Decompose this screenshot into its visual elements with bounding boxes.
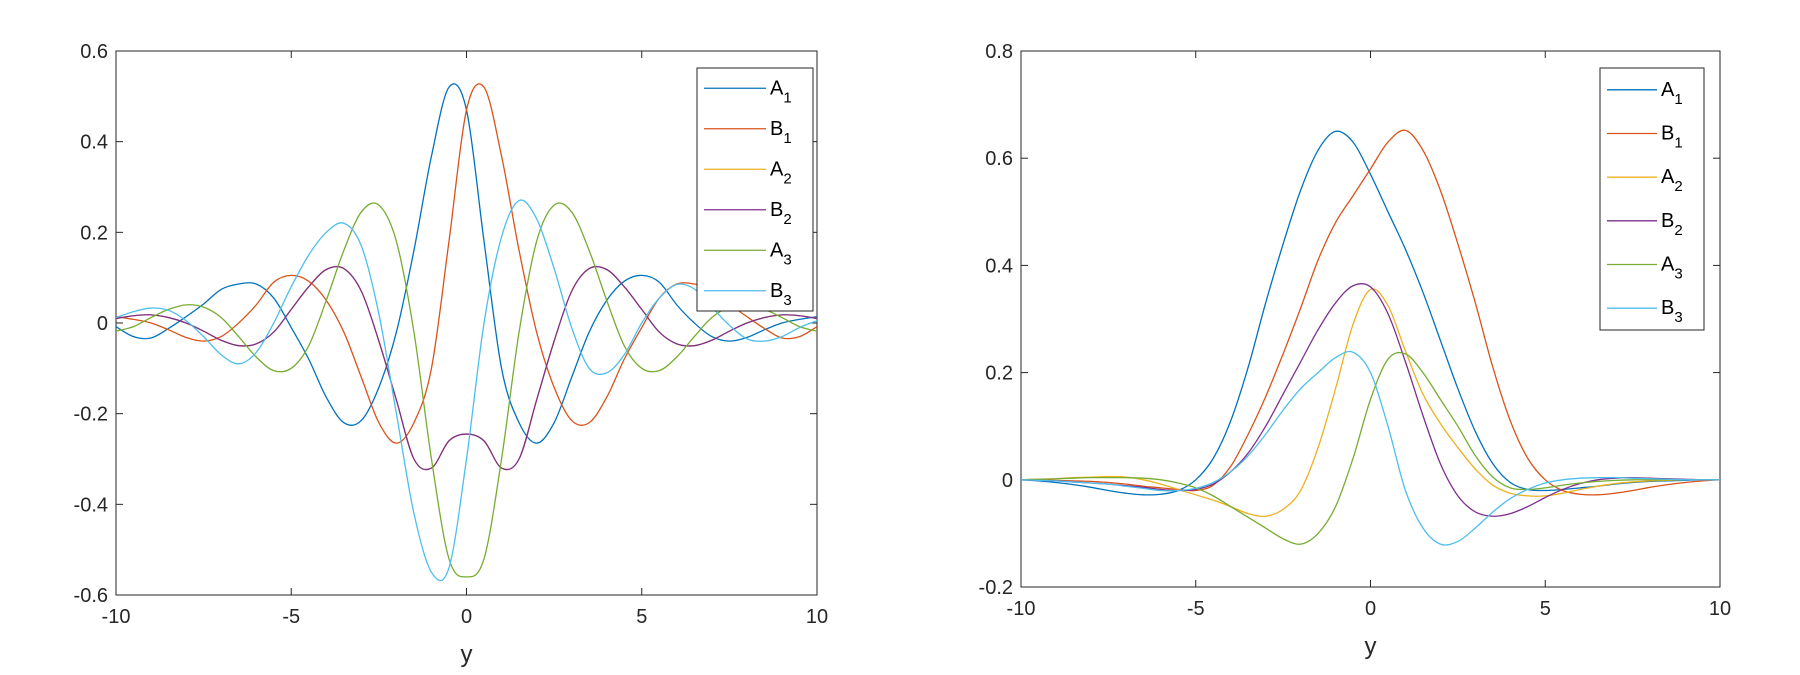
legend-entry-base: A <box>770 239 784 261</box>
legend-entry-base: B <box>770 118 783 140</box>
legend-entry-base: B <box>770 280 783 302</box>
legend-entry-subscript: 2 <box>783 170 791 187</box>
series-line-b1 <box>1021 129 1720 496</box>
series-line-b2 <box>116 265 817 471</box>
y-tick-label: 0.8 <box>985 41 1013 63</box>
y-tick-label: 0.2 <box>985 363 1013 385</box>
y-tick-label: 0.4 <box>80 132 108 154</box>
y-tick-label: -0.2 <box>979 577 1013 599</box>
legend-entry-subscript: 1 <box>783 130 791 147</box>
series-line-b3 <box>1021 350 1720 546</box>
x-tick-label: -10 <box>1007 598 1036 620</box>
x-axis-title: y <box>1365 633 1377 660</box>
legend-entry-subscript: 2 <box>1674 178 1682 195</box>
legend-entry-a1: A1 <box>1661 79 1683 108</box>
legend-box <box>696 67 814 312</box>
x-tick-label: 5 <box>1540 598 1551 620</box>
legend-entry-base: B <box>770 199 783 221</box>
x-tick-label: 10 <box>1709 598 1731 620</box>
series-line-a3 <box>1021 351 1720 545</box>
y-tick-label: 0.4 <box>985 255 1013 277</box>
legend-entry-subscript: 3 <box>1674 309 1682 326</box>
legend-entry-b2: B2 <box>1661 210 1683 239</box>
y-tick-label: 0.6 <box>985 148 1013 170</box>
y-tick-label: -0.2 <box>74 404 108 426</box>
legend-entry-subscript: 3 <box>1674 266 1682 283</box>
series-lines <box>116 83 817 582</box>
series-line-a2 <box>1021 288 1720 518</box>
legend-entry-a1: A1 <box>770 77 792 106</box>
series-line-a3 <box>116 202 817 578</box>
legend-entry-a2: A2 <box>770 158 792 187</box>
legend-entry-base: A <box>770 158 784 180</box>
legend-entry-b1: B1 <box>1661 123 1683 152</box>
x-tick-label: -10 <box>102 606 131 628</box>
series-line-b2 <box>1021 282 1720 517</box>
legend-entry-subscript: 1 <box>1674 91 1682 108</box>
y-tick-label: -0.6 <box>74 585 108 607</box>
legend-entry-base: A <box>770 77 784 99</box>
legend-entry-subscript: 3 <box>783 251 791 268</box>
legend-entry-base: B <box>1661 297 1674 319</box>
legend-entry-subscript: 1 <box>1674 135 1682 152</box>
legend-entry-a2: A2 <box>1661 166 1683 195</box>
y-tick-label: 0.6 <box>80 41 108 63</box>
x-tick-label: 5 <box>636 606 647 628</box>
legend-entry-subscript: 2 <box>1674 222 1682 239</box>
y-tick-label: 0 <box>1002 470 1013 492</box>
legend-entry-base: B <box>1661 123 1674 145</box>
legend-entry-a3: A3 <box>770 239 792 268</box>
legend-entry-base: A <box>1661 254 1675 276</box>
x-tick-label: -5 <box>1187 598 1205 620</box>
x-tick-label: 0 <box>1365 598 1376 620</box>
legend-entry-base: B <box>1661 210 1674 232</box>
legend-entry-base: A <box>1661 79 1675 101</box>
legend-entry-subscript: 1 <box>783 89 791 106</box>
y-tick-label: 0.2 <box>80 222 108 244</box>
series-line-b1 <box>116 83 817 444</box>
series-lines <box>1021 129 1720 546</box>
legend-entry-b1: B1 <box>770 118 792 147</box>
legend-entry-b2: B2 <box>770 199 792 228</box>
x-axis-title: y <box>461 641 473 668</box>
legend-entry-base: A <box>1661 166 1675 188</box>
legend-entry-subscript: 3 <box>783 292 791 309</box>
series-line-b3 <box>116 199 817 582</box>
legend-entry-b3: B3 <box>1661 297 1683 326</box>
x-tick-label: 10 <box>806 606 828 628</box>
x-tick-label: 0 <box>461 606 472 628</box>
series-line-a1 <box>116 83 817 444</box>
legend-entry-a3: A3 <box>1661 254 1683 283</box>
x-tick-label: -5 <box>282 606 300 628</box>
y-tick-label: 0 <box>97 313 108 335</box>
y-tick-label: -0.4 <box>74 494 108 516</box>
legend-entry-subscript: 2 <box>783 211 791 228</box>
legend-box <box>1599 67 1705 331</box>
left-chart-panel: -10 -5 0 5 10-0.6-0.4-0.200.20.40.6yA1B1A2B2… <box>74 41 829 668</box>
legend-entry-b3: B3 <box>770 280 792 309</box>
